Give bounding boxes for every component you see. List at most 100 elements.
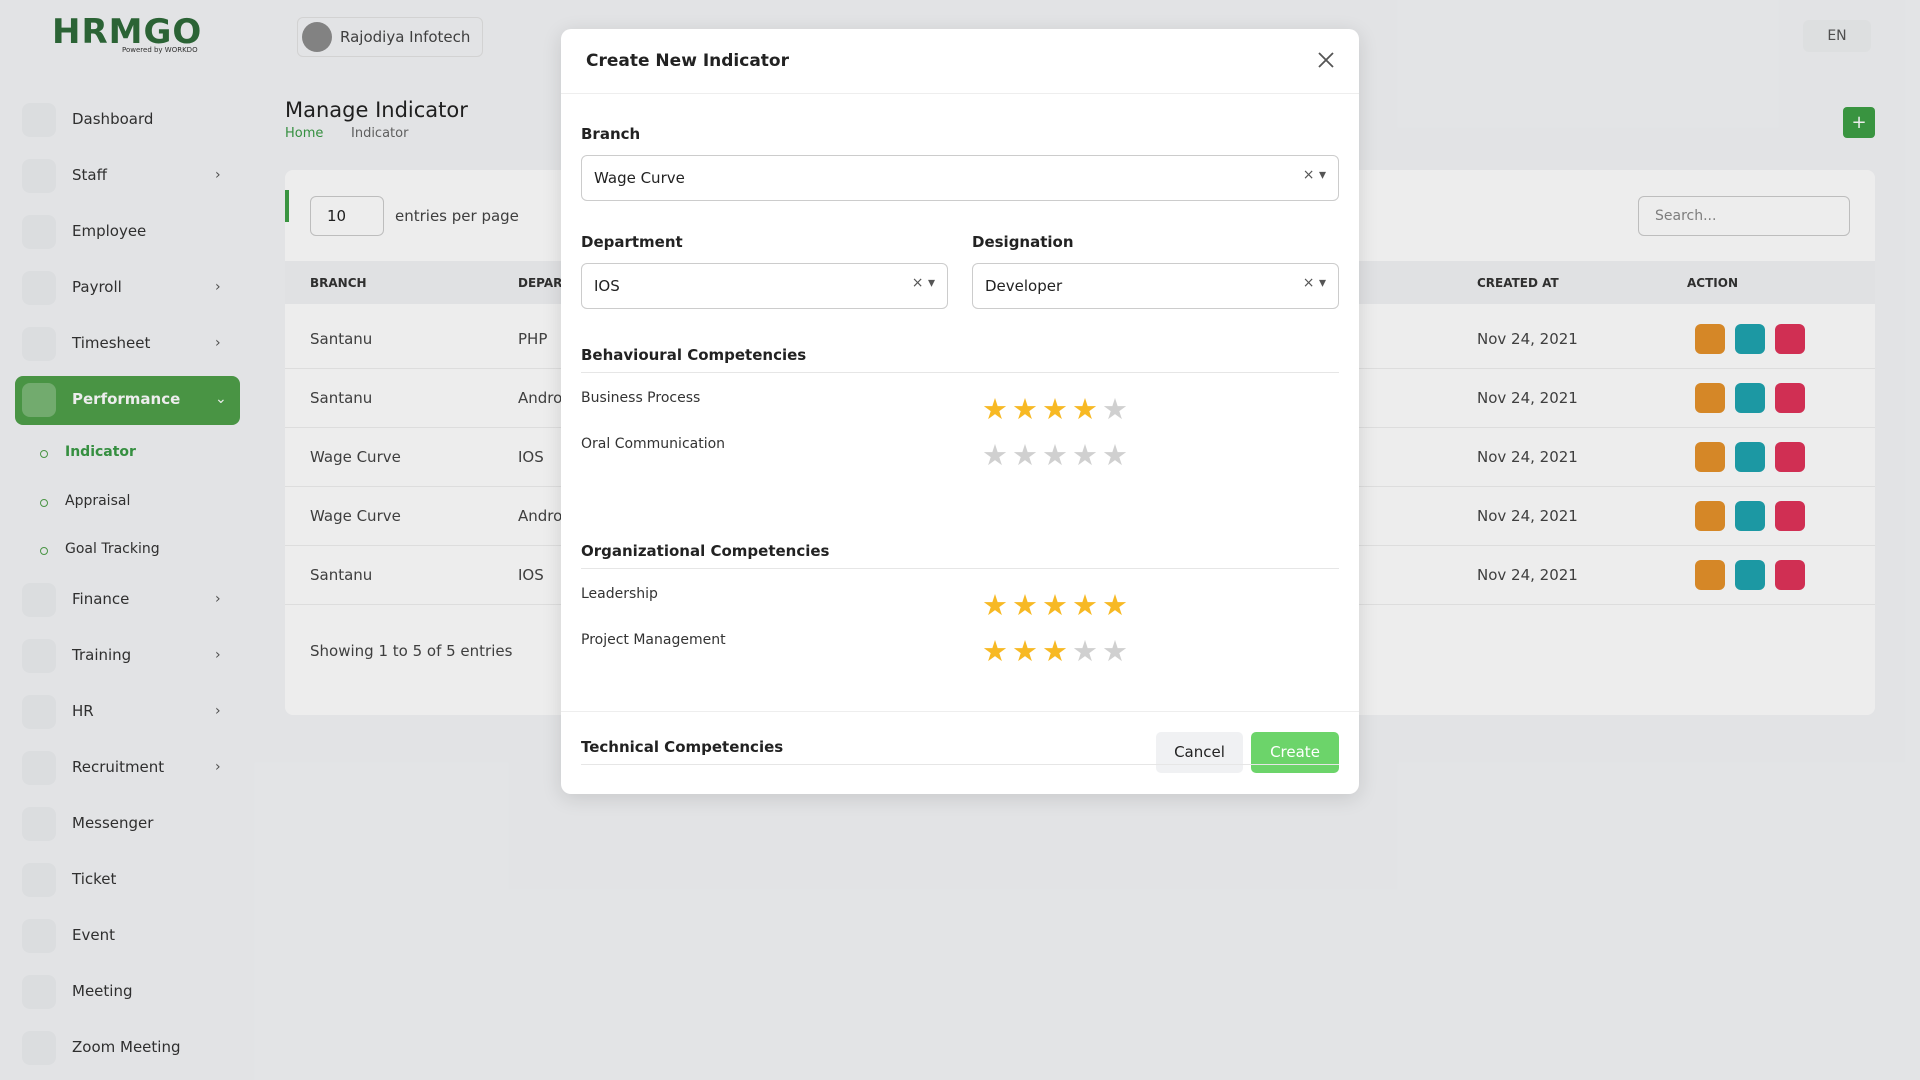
page-title: Manage Indicator: [285, 98, 468, 122]
edit-button[interactable]: [1735, 501, 1765, 531]
search-input[interactable]: Search...: [1638, 196, 1850, 236]
department-select[interactable]: IOS × ▾: [581, 263, 948, 309]
star[interactable]: ★: [1072, 392, 1098, 426]
competency-label: Project Management: [581, 632, 726, 648]
menu-icon: [22, 103, 56, 137]
menu-item[interactable]: Ticket: [72, 870, 117, 888]
branch-select[interactable]: Wage Curve × ▾: [581, 155, 1339, 201]
divider: [561, 711, 1359, 712]
delete-button[interactable]: [1775, 442, 1805, 472]
view-button[interactable]: [1695, 383, 1725, 413]
menu-item[interactable]: HR: [72, 702, 94, 720]
star[interactable]: ★: [1012, 392, 1038, 426]
menu-item[interactable]: Performance: [72, 390, 181, 408]
delete-button[interactable]: [1775, 501, 1805, 531]
menu-item[interactable]: Training: [72, 646, 132, 664]
delete-button[interactable]: [1775, 383, 1805, 413]
delete-button[interactable]: [1775, 560, 1805, 590]
department-label: Department: [581, 233, 683, 251]
star[interactable]: ★: [1042, 392, 1068, 426]
star[interactable]: ★: [982, 588, 1008, 622]
add-button[interactable]: +: [1843, 107, 1875, 138]
entries-select[interactable]: 10: [310, 196, 384, 236]
star[interactable]: ★: [982, 634, 1008, 668]
menu-item[interactable]: Employee: [72, 222, 147, 240]
section-title: Technical Competencies: [581, 738, 784, 756]
star[interactable]: ★: [1072, 634, 1098, 668]
menu-item[interactable]: Zoom Meeting: [72, 1038, 181, 1056]
submenu-item[interactable]: Appraisal: [65, 492, 131, 509]
chevron: ⌄: [215, 391, 227, 407]
designation-select[interactable]: Developer × ▾: [972, 263, 1339, 309]
column-header: BRANCH: [310, 276, 367, 290]
star[interactable]: ★: [982, 392, 1008, 426]
cell: Nov 24, 2021: [1477, 330, 1578, 348]
competency-label: Oral Communication: [581, 436, 726, 452]
menu-icon: [22, 919, 56, 953]
breadcrumb-current: Indicator: [351, 126, 409, 141]
table-info: Showing 1 to 5 of 5 entries: [310, 642, 513, 660]
menu-icon: [22, 1031, 56, 1065]
star[interactable]: ★: [1102, 392, 1128, 426]
view-button[interactable]: [1695, 324, 1725, 354]
language-switcher[interactable]: EN: [1803, 20, 1871, 52]
star[interactable]: ★: [1012, 438, 1038, 472]
breadcrumb-home[interactable]: Home: [285, 126, 324, 141]
edit-button[interactable]: [1735, 442, 1765, 472]
submenu-dot: [40, 498, 48, 507]
select-controls: × ▾: [911, 275, 935, 291]
search-placeholder: Search...: [1655, 208, 1717, 224]
section-title: Organizational Competencies: [581, 542, 830, 560]
menu-item[interactable]: Messenger: [72, 814, 154, 832]
submenu-item[interactable]: Goal Tracking: [65, 541, 160, 557]
close-button[interactable]: [1317, 51, 1335, 69]
modal: Create New Indicator Branch Wage Curve × …: [561, 29, 1359, 794]
menu-item[interactable]: Recruitment: [72, 758, 165, 776]
company-switcher[interactable]: Rajodiya Infotech: [297, 17, 483, 57]
chevron: ›: [215, 167, 221, 183]
cell: Santanu: [310, 566, 373, 584]
view-button[interactable]: [1695, 501, 1725, 531]
menu-item[interactable]: Staff: [72, 166, 107, 184]
menu-item[interactable]: Dashboard: [72, 110, 154, 128]
view-button[interactable]: [1695, 442, 1725, 472]
star[interactable]: ★: [982, 438, 1008, 472]
select-controls: × ▾: [1302, 275, 1326, 291]
star[interactable]: ★: [1012, 634, 1038, 668]
cancel-button[interactable]: Cancel: [1156, 732, 1243, 773]
designation-label: Designation: [972, 233, 1074, 251]
chevron: ›: [215, 759, 221, 775]
submenu-dot: [40, 547, 48, 555]
logo-tagline: Powered by WORKDO: [122, 46, 198, 54]
edit-button[interactable]: [1735, 324, 1765, 354]
menu-item[interactable]: Timesheet: [72, 334, 151, 352]
submenu-item[interactable]: Indicator: [65, 444, 136, 460]
menu-icon: [22, 751, 56, 785]
logo: HRMGO: [52, 12, 203, 52]
menu-icon: [22, 215, 56, 249]
cell: Wage Curve: [310, 448, 401, 466]
star[interactable]: ★: [1072, 438, 1098, 472]
menu-icon: [22, 159, 56, 193]
menu-item[interactable]: Payroll: [72, 278, 122, 296]
star[interactable]: ★: [1102, 588, 1128, 622]
star[interactable]: ★: [1042, 634, 1068, 668]
divider: [561, 93, 1359, 94]
edit-button[interactable]: [1735, 560, 1765, 590]
star[interactable]: ★: [1012, 588, 1038, 622]
create-button[interactable]: Create: [1251, 732, 1339, 773]
edit-button[interactable]: [1735, 383, 1765, 413]
star[interactable]: ★: [1042, 438, 1068, 472]
menu-item[interactable]: Event: [72, 926, 115, 944]
delete-button[interactable]: [1775, 324, 1805, 354]
star[interactable]: ★: [1072, 588, 1098, 622]
cell: Nov 24, 2021: [1477, 507, 1578, 525]
view-button[interactable]: [1695, 560, 1725, 590]
menu-item[interactable]: Meeting: [72, 982, 133, 1000]
star[interactable]: ★: [1042, 588, 1068, 622]
star[interactable]: ★: [1102, 438, 1128, 472]
star[interactable]: ★: [1102, 634, 1128, 668]
menu-item[interactable]: Finance: [72, 590, 130, 608]
cell: Nov 24, 2021: [1477, 389, 1578, 407]
branch-label: Branch: [581, 125, 641, 143]
